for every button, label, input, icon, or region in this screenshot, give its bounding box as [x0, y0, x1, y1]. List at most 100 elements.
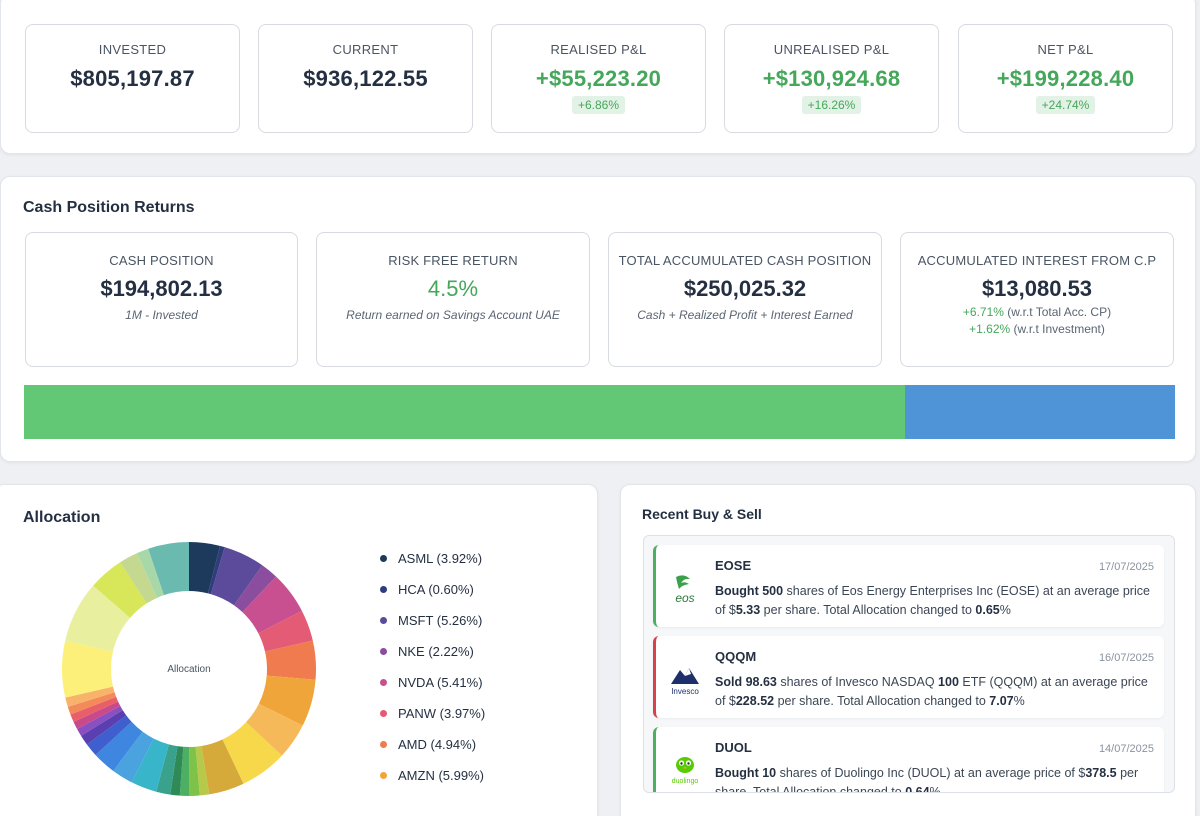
donut-slice[interactable] [65, 686, 115, 707]
risk-free-return-card: RISK FREE RETURN 4.5% Return earned on S… [316, 232, 590, 367]
tx-description: Bought 500 shares of Eos Energy Enterpri… [715, 582, 1161, 620]
donut-slice[interactable] [222, 722, 282, 784]
donut-slice[interactable] [210, 547, 263, 606]
donut-slice[interactable] [93, 562, 147, 618]
duolingo-logo: duolingo [666, 751, 704, 789]
donut-slice[interactable] [81, 710, 127, 745]
realised-pl-card: REALISED P&L +$55,223.20 +6.86% [491, 24, 706, 133]
legend-label: HCA (0.60%) [398, 582, 474, 597]
total-accumulated-cash-value: $250,025.32 [683, 276, 807, 301]
legend-item[interactable]: AMZN (5.99%) [380, 760, 485, 791]
donut-center-label: Allocation [167, 663, 211, 675]
donut-slice[interactable] [86, 715, 132, 755]
risk-free-return-label: RISK FREE RETURN [388, 253, 518, 268]
donut-slice[interactable] [258, 675, 316, 726]
legend-swatch [380, 648, 387, 655]
donut-slice[interactable] [258, 610, 313, 652]
cash-position-panel: Cash Position Returns CASH POSITION $194… [0, 176, 1196, 462]
invesco-logo: Invesco [666, 660, 704, 698]
legend-item[interactable]: PANW (3.97%) [380, 698, 485, 729]
cash-position-card: CASH POSITION $194,802.13 1M - Invested [25, 232, 298, 367]
recent-transactions-list[interactable]: eos EOSE 17/07/2025 Bought 500 shares of… [643, 535, 1175, 793]
donut-slice[interactable] [195, 746, 210, 796]
tx-date: 17/07/2025 [1098, 561, 1154, 573]
legend-label: MSFT (5.26%) [398, 613, 483, 628]
donut-slice[interactable] [208, 545, 225, 595]
donut-slice[interactable] [265, 640, 316, 680]
donut-slice[interactable] [170, 746, 184, 796]
current-card: CURRENT $936,122.55 [258, 24, 473, 133]
donut-slice[interactable] [179, 746, 190, 796]
tx-ticker: EOSE [715, 558, 752, 573]
legend-item[interactable]: NVDA (5.41%) [380, 667, 485, 698]
donut-slice[interactable] [201, 739, 244, 795]
tx-verb: Bought [715, 766, 759, 780]
unrealised-pl-label: UNREALISED P&L [773, 42, 890, 57]
allocation-title: Allocation [23, 509, 101, 526]
interest-vs-acc-cp-text: (w.r.t Total Acc. CP) [1003, 305, 1112, 319]
allocation-donut-chart[interactable]: Allocation [61, 541, 317, 797]
legend-label: NKE (2.22%) [398, 644, 474, 659]
donut-slice[interactable] [113, 731, 154, 783]
unrealised-pl-value: +$130,924.68 [762, 66, 901, 91]
legend-swatch [380, 555, 387, 562]
legend-label: PANW (3.97%) [398, 706, 486, 721]
interest-vs-investment-text: (w.r.t Investment) [1010, 322, 1105, 336]
donut-slice[interactable] [77, 705, 123, 736]
transaction-item-eose[interactable]: eos EOSE 17/07/2025 Bought 500 shares of… [653, 545, 1164, 627]
transaction-item-qqqm[interactable]: Invesco QQQM 16/07/2025 Sold 98.63 share… [653, 636, 1164, 718]
legend-label: AMD (4.94%) [398, 737, 477, 752]
interest-vs-investment-pct: +1.62% [969, 322, 1011, 336]
current-label: CURRENT [332, 42, 399, 57]
donut-slice[interactable] [120, 553, 158, 604]
cash-position-label: CASH POSITION [109, 253, 214, 268]
donut-slice[interactable] [189, 746, 200, 796]
donut-slice[interactable] [73, 701, 121, 729]
donut-slice[interactable] [246, 703, 303, 756]
total-accumulated-cash-label: TOTAL ACCUMULATED CASH POSITION [618, 253, 872, 268]
legend-item[interactable]: HCA (0.60%) [380, 574, 485, 605]
donut-slice[interactable] [70, 696, 119, 722]
donut-slice[interactable] [156, 744, 178, 795]
donut-slice[interactable] [137, 548, 164, 598]
allocation-legend: ASML (3.92%) HCA (0.60%) MSFT (5.26%) NKE (… [380, 543, 485, 791]
risk-free-return-note: Return earned on Savings Account UAE [346, 308, 560, 322]
donut-slice[interactable] [62, 640, 114, 698]
tx-alloc: 7.07 [989, 694, 1014, 708]
donut-slice[interactable] [242, 576, 302, 634]
tx-qty: 10 [762, 766, 777, 780]
invested-value: $805,197.87 [70, 66, 195, 91]
donut-slice[interactable] [67, 692, 117, 715]
accumulated-interest-card: ACCUMULATED INTEREST FROM C.P $13,080.53… [900, 232, 1174, 367]
tx-price: 228.52 [735, 694, 775, 708]
cash-section-title: Cash Position Returns [23, 199, 195, 216]
legend-swatch [380, 617, 387, 624]
unrealised-pl-card: UNREALISED P&L +$130,924.68 +16.26% [724, 24, 939, 133]
recent-title: Recent Buy & Sell [642, 506, 762, 522]
legend-item[interactable]: NKE (2.22%) [380, 636, 485, 667]
legend-item[interactable]: ASML (3.92%) [380, 543, 485, 574]
realised-pl-value: +$55,223.20 [535, 66, 662, 91]
donut-slice[interactable] [148, 542, 189, 596]
tx-text: % [929, 785, 941, 793]
donut-slice[interactable] [95, 721, 143, 771]
tx-text: shares of Eos Energy Enterprises Inc (EO… [715, 584, 1150, 617]
tx-price: 5.33 [735, 603, 761, 617]
tx-text: shares of Duolingo Inc (DUOL) at an aver… [776, 766, 1086, 780]
donut-slice[interactable] [131, 738, 169, 792]
legend-item[interactable]: AMD (4.94%) [380, 729, 485, 760]
legend-swatch [380, 772, 387, 779]
donut-slice[interactable] [65, 585, 131, 652]
duolingo-logo-text: duolingo [672, 778, 699, 785]
allocation-panel: Allocation Allocation ASML (3.92%) HCA (0… [0, 484, 598, 816]
tx-ticker: DUOL [715, 740, 752, 755]
invesco-logo-text: Invesco [671, 687, 699, 696]
realised-pl-label: REALISED P&L [550, 42, 647, 57]
donut-slice[interactable] [234, 565, 277, 613]
accumulated-interest-value: $13,080.53 [981, 276, 1093, 301]
legend-item[interactable]: MSFT (5.26%) [380, 605, 485, 636]
donut-slice[interactable] [189, 542, 220, 594]
transaction-item-duol[interactable]: duolingo DUOL 14/07/2025 Bought 10 share… [653, 727, 1164, 793]
net-pl-value: +$199,228.40 [996, 66, 1135, 91]
tx-ticker: QQQM [715, 649, 757, 664]
